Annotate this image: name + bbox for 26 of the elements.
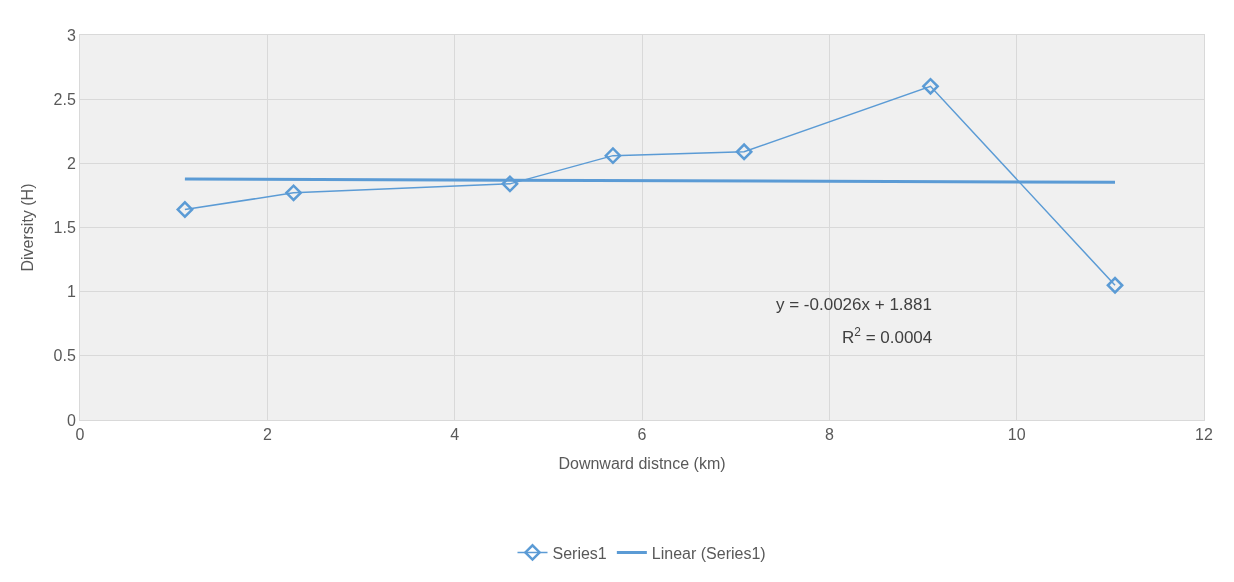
y-tick-label: 0 (66, 411, 76, 429)
y-tick-label: 1 (66, 283, 76, 301)
y-tick-label: 2.5 (53, 90, 76, 108)
x-tick-label: 2 (262, 426, 272, 444)
point (285, 184, 302, 202)
point (735, 143, 753, 161)
legend-label: Series1 (552, 544, 607, 562)
point (922, 77, 939, 95)
legend-label: Linear (Series1) (651, 544, 766, 562)
point (1106, 276, 1124, 294)
point (604, 147, 622, 165)
y-tick-label: 0.5 (53, 347, 76, 365)
y-tick-label: 3 (66, 26, 76, 44)
x-tick-label: 6 (637, 426, 647, 444)
x-axis-title: Downward distnce (km) (558, 454, 726, 472)
x-tick-label: 4 (450, 426, 460, 444)
y-tick-label: 2 (66, 154, 76, 172)
annotation: y = -0.0026x + 1.881 (776, 295, 932, 314)
x-tick-label: 12 (1195, 426, 1213, 444)
y-tick-label: 1.5 (53, 219, 76, 237)
x-tick-label: 10 (1007, 426, 1026, 444)
point (176, 201, 194, 218)
y-axis-title: Diversity (H) (19, 183, 37, 272)
x-tick-label: 8 (824, 426, 834, 444)
point (501, 175, 519, 193)
annotation: R$^{2}$ = 0.0004 (842, 325, 933, 348)
